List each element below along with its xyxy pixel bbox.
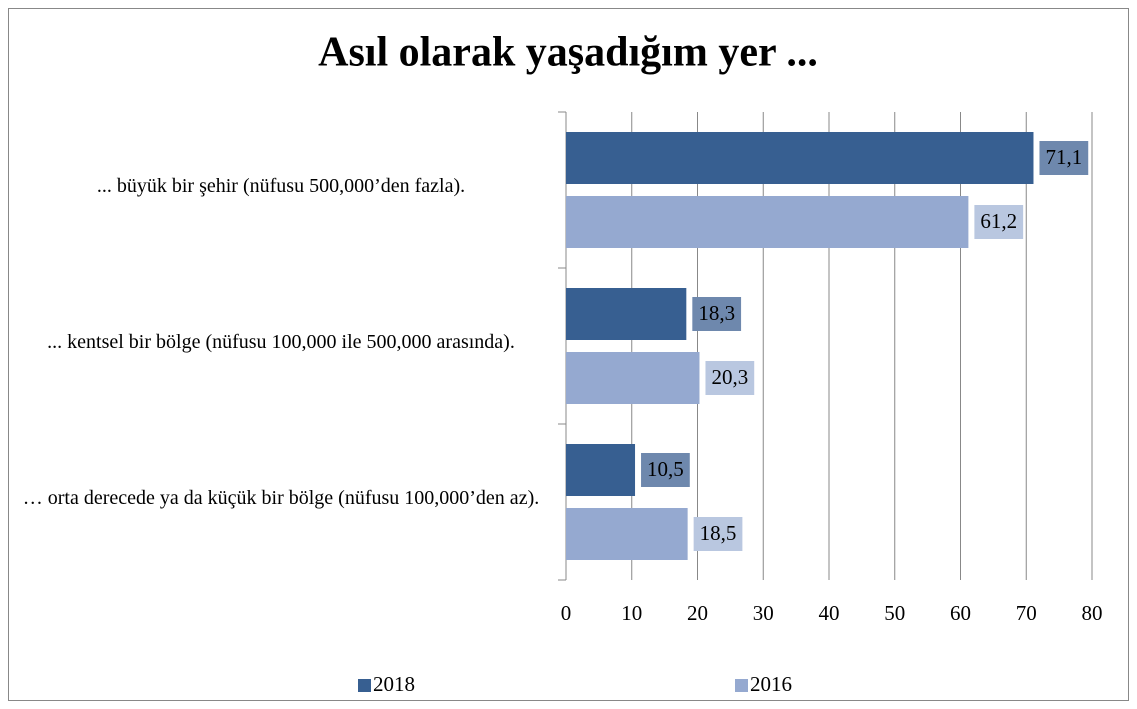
x-tick-label: 40 [819, 601, 840, 625]
legend-swatch [358, 679, 371, 692]
legend-swatch [735, 679, 748, 692]
x-tick-label: 20 [687, 601, 708, 625]
chart-title: Asıl olarak yaşadığım yer ... [318, 30, 818, 76]
bar [566, 444, 636, 496]
bar [566, 508, 688, 560]
value-label-bg [693, 517, 743, 551]
bar [566, 196, 969, 248]
x-tick-label: 60 [950, 601, 971, 625]
x-tick-label: 0 [561, 601, 572, 625]
value-label-bg [692, 297, 742, 331]
x-tick-label: 50 [884, 601, 905, 625]
x-tick-label: 80 [1082, 601, 1103, 625]
value-label: 20,3 [711, 365, 748, 389]
bar [566, 288, 687, 340]
value-label: 71,1 [1045, 145, 1082, 169]
bar [566, 352, 700, 404]
bar [566, 132, 1034, 184]
value-label: 10,5 [647, 457, 684, 481]
legend-label: 2018 [373, 672, 415, 696]
legend-label: 2016 [750, 672, 792, 696]
y-tick-label: … orta derecede ya da küçük bir bölge (n… [22, 487, 540, 509]
value-label-bg [974, 205, 1024, 239]
value-label-bg [641, 453, 690, 487]
y-tick-label: ... büyük bir şehir (nüfusu 500,000’den … [96, 175, 466, 197]
value-label-bg [1039, 141, 1089, 175]
x-tick-label: 10 [621, 601, 642, 625]
value-label: 61,2 [980, 209, 1017, 233]
x-tick-label: 70 [1016, 601, 1037, 625]
x-tick-label: 30 [753, 601, 774, 625]
y-tick-label: ... kentsel bir bölge (nüfusu 100,000 il… [47, 331, 515, 353]
value-label: 18,5 [700, 521, 737, 545]
value-label-bg [705, 361, 755, 395]
value-label: 18,3 [698, 301, 735, 325]
